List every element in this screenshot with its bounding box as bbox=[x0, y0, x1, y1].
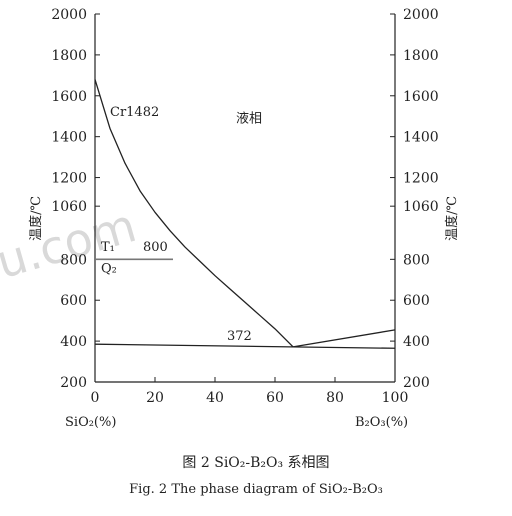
liquidus-b2o3-curve bbox=[292, 329, 396, 348]
annotation-3: T₁ bbox=[101, 240, 115, 255]
y-tick-label-right: 2000 bbox=[403, 7, 439, 23]
y-tick-label-right: 600 bbox=[403, 293, 430, 309]
y-tick-label-left: 1200 bbox=[51, 171, 87, 187]
x-tick-label: 60 bbox=[266, 390, 284, 406]
y-tick-label-right: 800 bbox=[403, 252, 430, 268]
y-tick-label-left: 1600 bbox=[51, 89, 87, 105]
y-tick-label-left: 1800 bbox=[51, 48, 87, 64]
x-tick-label: 100 bbox=[382, 390, 409, 406]
x-tick-label: 20 bbox=[146, 390, 164, 406]
annotation-5: 372 bbox=[227, 329, 252, 344]
phase-diagram-chart: u.com 2004006008001060120014001600180020… bbox=[0, 7, 460, 430]
y-tick-label-right: 1200 bbox=[403, 171, 439, 187]
annotation-2: 800 bbox=[143, 240, 168, 255]
x-tick-label: 0 bbox=[91, 390, 100, 406]
annotation-4: Q₂ bbox=[101, 262, 117, 277]
annotation-1: 液相 bbox=[236, 111, 262, 126]
x-axis-label-right: B₂O₃(%) bbox=[355, 415, 408, 430]
caption-english: Fig. 2 The phase diagram of SiO₂-B₂O₃ bbox=[129, 482, 383, 497]
liquidus-sio2-curve bbox=[94, 79, 294, 348]
y-tick-label-right: 1800 bbox=[403, 48, 439, 64]
y-tick-label-right: 200 bbox=[403, 375, 430, 391]
x-axis-label-left: SiO₂(%) bbox=[65, 415, 116, 430]
y-tick-label-left: 1400 bbox=[51, 130, 87, 146]
y-tick-label-left: 1060 bbox=[51, 199, 87, 215]
y-tick-label-left: 800 bbox=[60, 252, 87, 268]
caption-chinese: 图 2 SiO₂-B₂O₃ 系相图 bbox=[182, 455, 330, 471]
y-tick-label-left: 2000 bbox=[51, 7, 87, 23]
y-axis-label-left: 温度/℃ bbox=[28, 196, 44, 241]
y-axis-label-right: 温度/℃ bbox=[444, 196, 460, 241]
y-tick-label-right: 1600 bbox=[403, 89, 439, 105]
y-tick-label-left: 200 bbox=[60, 375, 87, 391]
y-tick-label-left: 400 bbox=[60, 334, 87, 350]
eutectic-line bbox=[94, 343, 396, 349]
y-tick-label-right: 1060 bbox=[403, 199, 439, 215]
y-tick-label-right: 1400 bbox=[403, 130, 439, 146]
y-tick-label-right: 400 bbox=[403, 334, 430, 350]
x-tick-label: 40 bbox=[206, 390, 224, 406]
y-tick-label-left: 600 bbox=[60, 293, 87, 309]
x-tick-label: 80 bbox=[326, 390, 344, 406]
annotation-0: Cr1482 bbox=[110, 105, 159, 120]
